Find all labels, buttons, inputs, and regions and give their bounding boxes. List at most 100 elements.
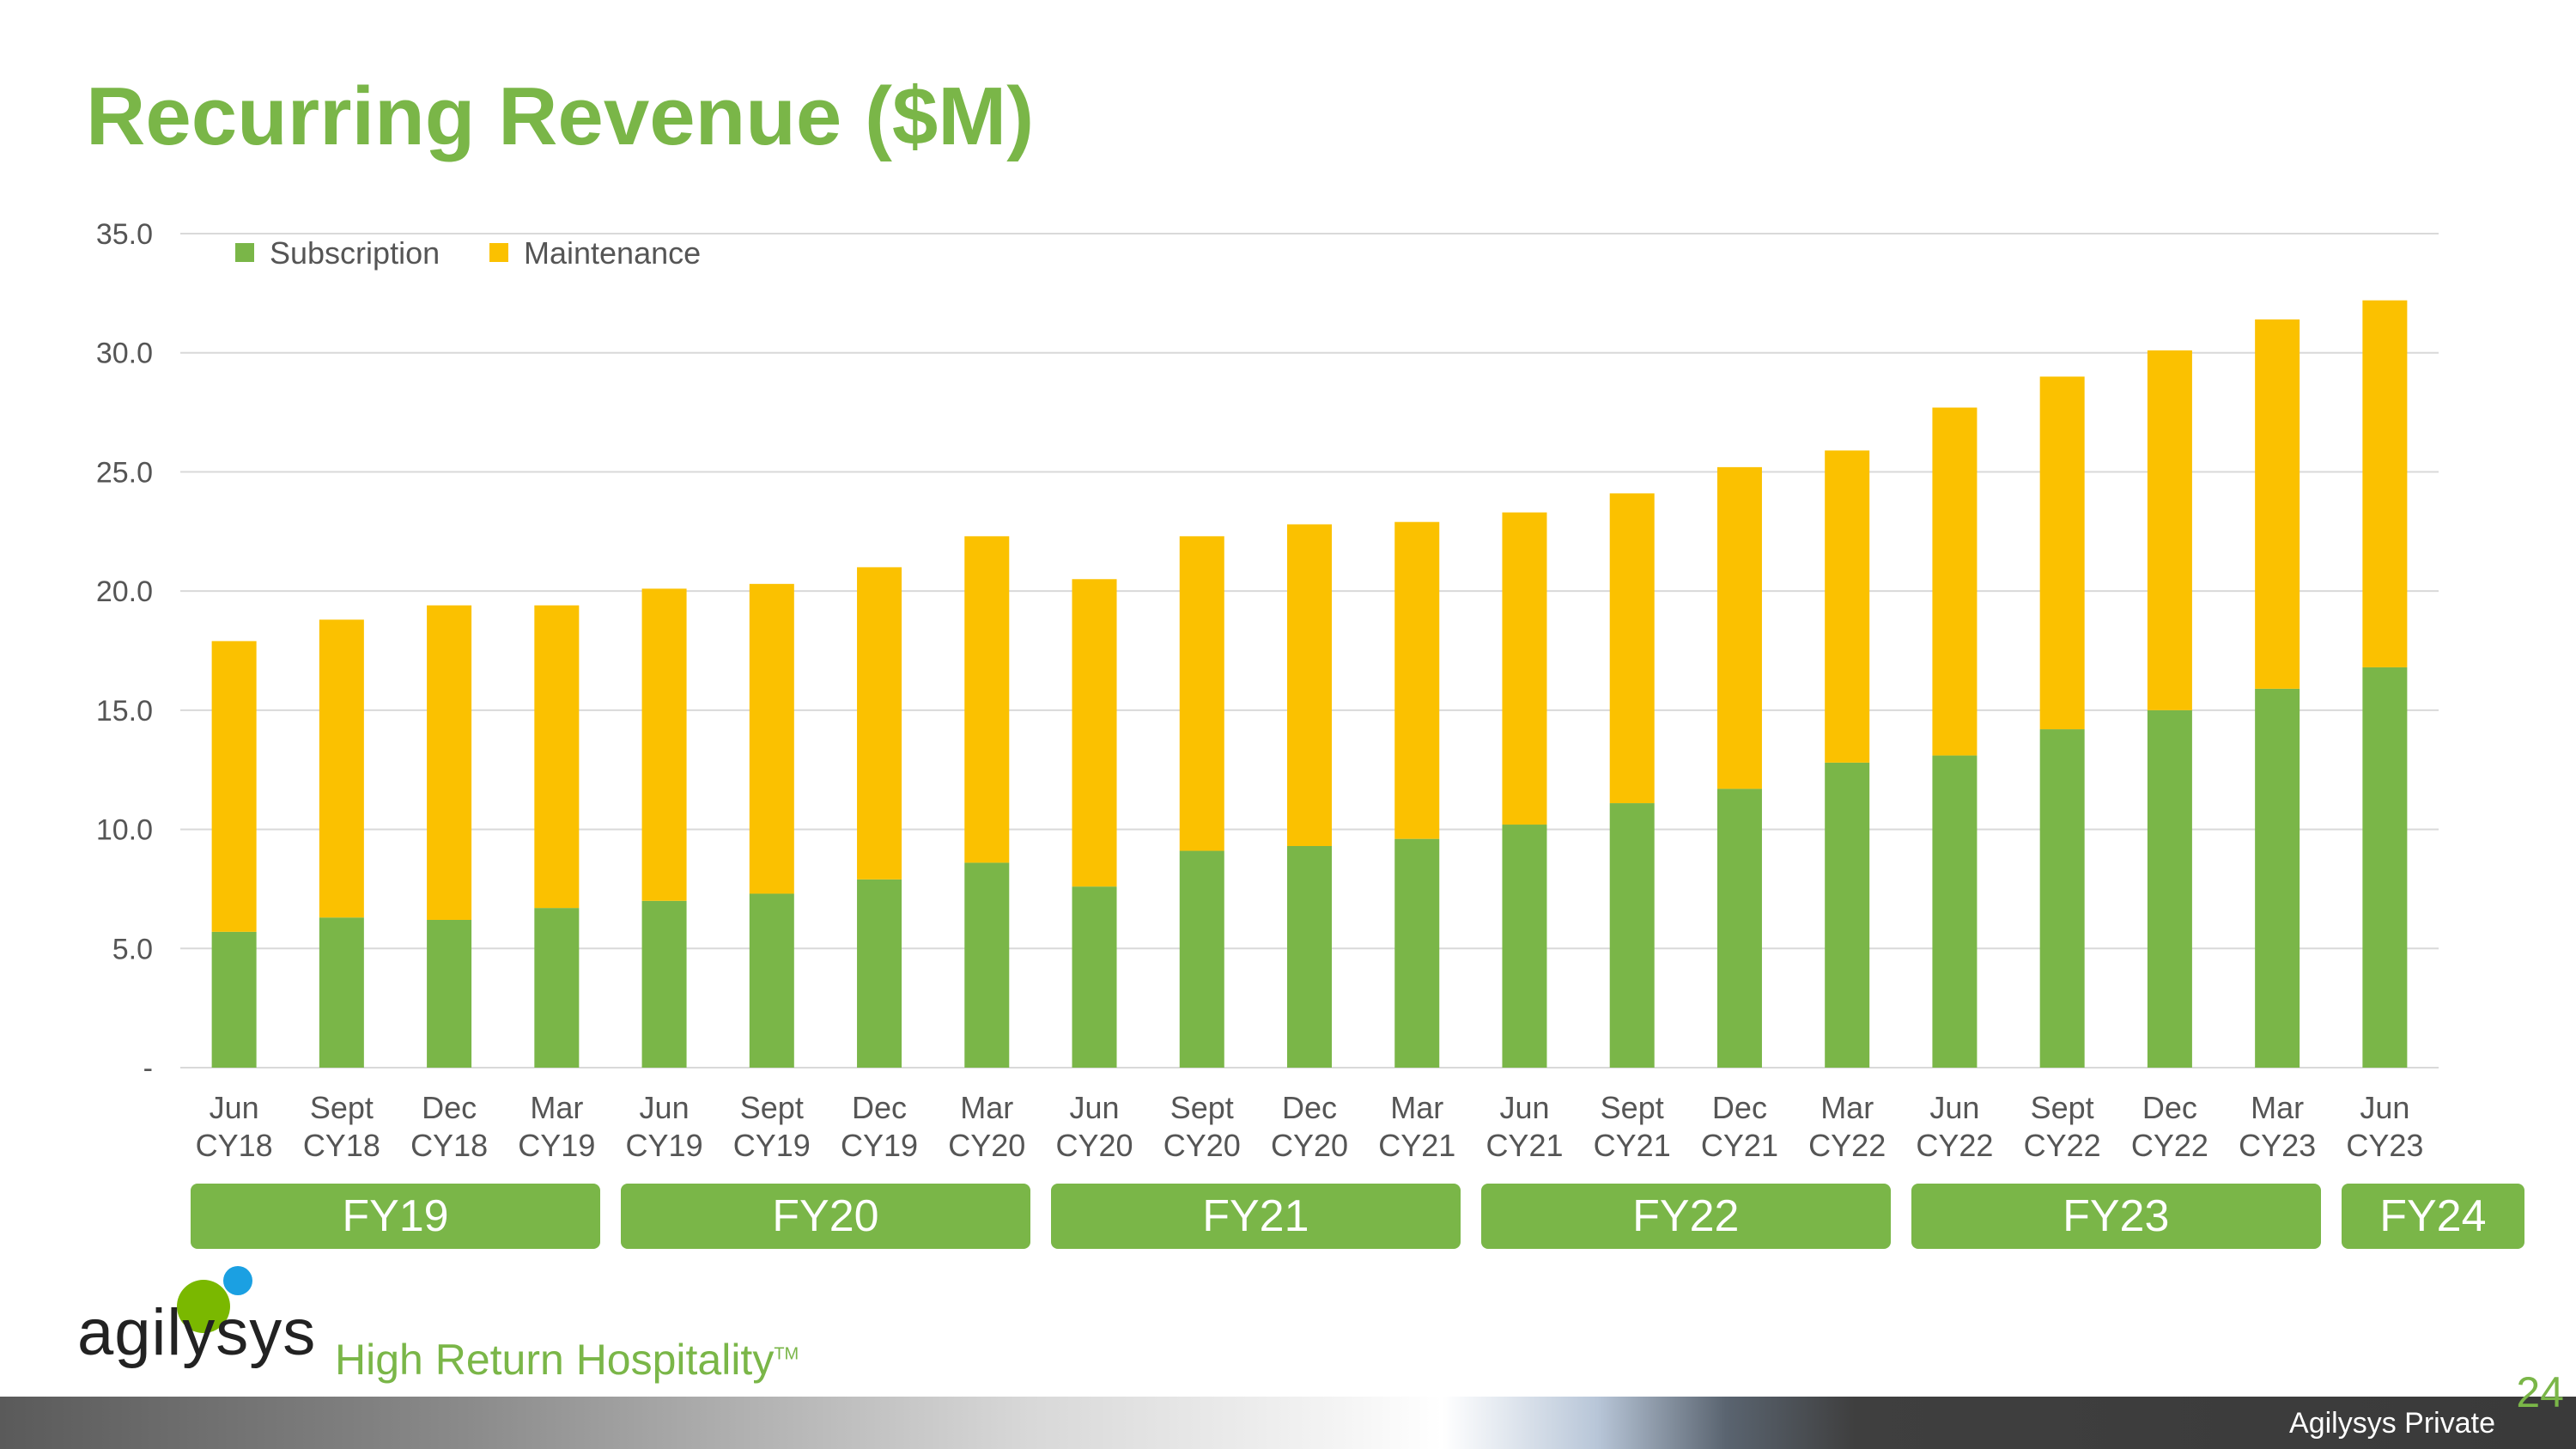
y-axis-tick-labels: - 5.0 10.0 15.0 20.0 25.0 30.0 35.0 — [96, 218, 153, 1085]
bar-subscription — [319, 917, 364, 1068]
bar-subscription — [534, 908, 580, 1068]
bar-subscription — [641, 900, 687, 1068]
logo-tagline: High Return HospitalityTM — [335, 1335, 799, 1385]
bar-subscription — [857, 879, 902, 1068]
bar-maintenance — [2039, 376, 2085, 730]
x-tick-label-year: CY20 — [1163, 1128, 1241, 1163]
bar-subscription — [1825, 762, 1870, 1068]
bar-maintenance — [1932, 407, 1978, 756]
logo-wordmark: agilysys — [77, 1296, 317, 1369]
bar-maintenance — [1825, 450, 1870, 763]
bar-subscription — [211, 931, 257, 1068]
legend-label-maintenance: Maintenance — [524, 235, 701, 271]
bar-subscription — [2362, 667, 2408, 1068]
bar-subscription — [1072, 886, 1117, 1068]
x-tick-label-year: CY23 — [2239, 1128, 2316, 1163]
bar-subscription — [427, 919, 472, 1068]
x-tick-label-year: CY21 — [1594, 1128, 1671, 1163]
x-tick-label-month: Dec — [852, 1090, 907, 1125]
x-tick-label-year: CY22 — [2131, 1128, 2208, 1163]
footer-confidentiality: Agilysys Private — [2289, 1407, 2495, 1440]
x-tick-label-month: Dec — [422, 1090, 477, 1125]
x-tick-label-year: CY20 — [1055, 1128, 1133, 1163]
x-tick-label-month: Mar — [1820, 1090, 1874, 1125]
bar-maintenance — [211, 641, 257, 932]
fiscal-year-band-fy22: FY22 — [1480, 1184, 1891, 1249]
y-tick-label: 25.0 — [96, 456, 153, 489]
x-tick-label-year: CY18 — [303, 1128, 380, 1163]
bar-maintenance — [1394, 521, 1440, 839]
fiscal-year-band-fy19: FY19 — [191, 1184, 600, 1249]
fiscal-year-band-fy21: FY21 — [1050, 1184, 1461, 1249]
tagline-text: High Return Hospitality — [335, 1336, 775, 1384]
bar-subscription — [1716, 788, 1762, 1068]
bar-subscription — [749, 893, 794, 1068]
y-tick-label: 10.0 — [96, 814, 153, 847]
bar-maintenance — [857, 567, 902, 880]
x-tick-label-month: Dec — [1712, 1090, 1767, 1125]
x-tick-label-year: CY20 — [948, 1128, 1025, 1163]
bar-maintenance — [641, 588, 687, 901]
x-tick-label-month: Jun — [2360, 1090, 2409, 1125]
y-tick-label: 5.0 — [112, 933, 153, 965]
bar-maintenance — [1609, 493, 1655, 804]
agilysys-logo: agilysys High Return HospitalityTM — [77, 1263, 902, 1391]
x-tick-label-month: Sept — [1601, 1090, 1664, 1125]
x-tick-label-month: Mar — [1390, 1090, 1443, 1125]
x-tick-label-year: CY21 — [1378, 1128, 1455, 1163]
legend-swatch-maintenance — [489, 243, 508, 262]
bar-subscription — [1287, 845, 1332, 1068]
logo-green-dot — [177, 1280, 230, 1333]
y-tick-label: 30.0 — [96, 338, 153, 370]
x-tick-label-year: CY20 — [1271, 1128, 1348, 1163]
bar-maintenance — [2255, 319, 2300, 689]
x-tick-label-year: CY19 — [733, 1128, 811, 1163]
fiscal-year-band-fy24: FY24 — [2341, 1184, 2524, 1249]
legend: Subscription Maintenance — [235, 235, 701, 271]
bar-subscription — [1394, 838, 1440, 1068]
bar-maintenance — [2147, 350, 2192, 710]
bar-subscription — [2147, 709, 2192, 1068]
x-tick-label-year: CY21 — [1701, 1128, 1778, 1163]
bar-maintenance — [1287, 524, 1332, 846]
x-tick-label-year: CY18 — [196, 1128, 273, 1163]
bar-maintenance — [1502, 512, 1547, 825]
x-tick-label-month: Sept — [1170, 1090, 1234, 1125]
x-tick-label-year: CY19 — [518, 1128, 595, 1163]
x-tick-label-year: CY19 — [841, 1128, 918, 1163]
x-tick-label-month: Jun — [1929, 1090, 1979, 1125]
bar-subscription — [964, 862, 1010, 1068]
trademark-mark: TM — [774, 1344, 799, 1364]
x-tick-label-year: CY23 — [2346, 1128, 2423, 1163]
bars — [211, 300, 2408, 1068]
x-tick-label-month: Mar — [2251, 1090, 2304, 1125]
x-tick-label-month: Jun — [1499, 1090, 1549, 1125]
y-tick-label: 15.0 — [96, 695, 153, 728]
fiscal-year-band-fy23: FY23 — [1911, 1184, 2321, 1249]
footer-gradient-bar — [0, 1397, 2576, 1449]
x-tick-label-year: CY22 — [2024, 1128, 2101, 1163]
x-tick-label-month: Sept — [740, 1090, 804, 1125]
x-tick-label-month: Jun — [640, 1090, 690, 1125]
bar-subscription — [1932, 755, 1978, 1068]
x-tick-label-month: Mar — [960, 1090, 1013, 1125]
x-tick-label-year: CY22 — [1916, 1128, 1993, 1163]
bar-subscription — [1502, 825, 1547, 1068]
legend-swatch-subscription — [235, 243, 254, 262]
legend-label-subscription: Subscription — [270, 235, 440, 271]
bar-maintenance — [319, 619, 364, 918]
x-tick-label-month: Sept — [310, 1090, 374, 1125]
x-tick-label-year: CY18 — [410, 1128, 488, 1163]
x-tick-label-year: CY19 — [626, 1128, 703, 1163]
fiscal-year-band-fy20: FY20 — [620, 1184, 1030, 1249]
logo-blue-dot — [223, 1266, 252, 1295]
bar-maintenance — [534, 605, 580, 909]
bar-maintenance — [1072, 579, 1117, 887]
slide-title: Recurring Revenue ($M) — [86, 70, 1035, 162]
bar-subscription — [2255, 688, 2300, 1068]
x-tick-label-year: CY21 — [1485, 1128, 1563, 1163]
x-tick-label-month: Dec — [2142, 1090, 2197, 1125]
bar-subscription — [1179, 850, 1224, 1068]
bar-maintenance — [1179, 536, 1224, 851]
